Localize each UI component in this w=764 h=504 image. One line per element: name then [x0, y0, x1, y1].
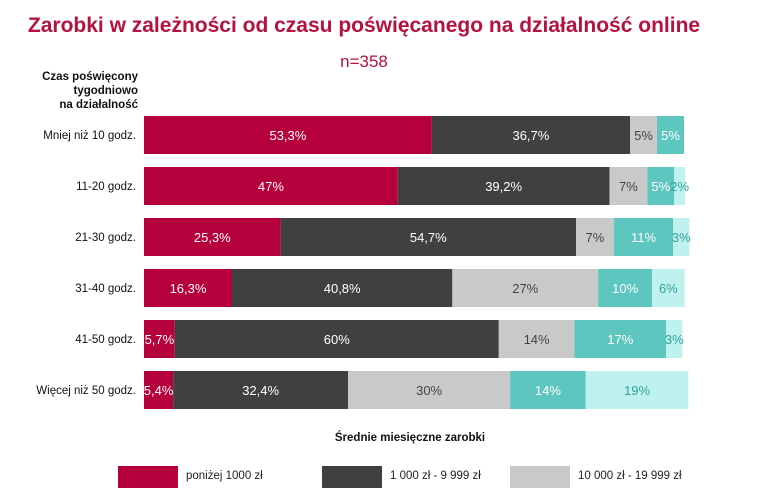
- bar-segment: [647, 167, 675, 205]
- category-label: 21-30 godz.: [75, 232, 136, 244]
- bar-segment: [232, 269, 453, 307]
- bar-segment: [609, 167, 648, 205]
- bar-segment: [144, 371, 174, 409]
- bar-segment: [144, 320, 175, 358]
- data-label: 39,2%: [485, 179, 522, 194]
- data-label: 5%: [661, 128, 680, 143]
- bar-segment: [144, 218, 281, 256]
- data-label: 6%: [659, 281, 678, 296]
- bar-segment: [173, 371, 349, 409]
- data-label: 53,3%: [269, 128, 306, 143]
- legend-swatch-10000-19999: [510, 466, 570, 488]
- y-axis-title: Czas poświęcony tygodniowo na działalnoś…: [0, 70, 138, 112]
- legend-title: Średnie miesięczne zarobki: [334, 432, 486, 444]
- data-label: 27%: [512, 281, 538, 296]
- bar-segment: [585, 371, 689, 409]
- bar-segment: [498, 320, 575, 358]
- legend-label-below-1000: poniżej 1000 zł: [186, 470, 263, 482]
- bar-segment: [666, 320, 683, 358]
- category-label: Więcej niż 50 godz.: [36, 385, 136, 397]
- category-label: Mniej niż 10 godz.: [43, 130, 136, 142]
- category-label: 41-50 godz.: [75, 334, 136, 346]
- data-label: 32,4%: [242, 383, 279, 398]
- data-label: 3%: [665, 332, 684, 347]
- bar-segment: [673, 218, 690, 256]
- bar-segment: [510, 371, 586, 409]
- y-axis-title-line-1: Czas poświęcony: [42, 71, 138, 83]
- data-label: 36,7%: [512, 128, 549, 143]
- bar-segment: [630, 116, 657, 154]
- category-label: 11-20 godz.: [76, 181, 136, 193]
- bar-segment: [452, 269, 599, 307]
- legend-swatch-below-1000: [118, 466, 178, 488]
- data-label: 11%: [631, 230, 656, 245]
- chart-title: Zarobki w zależności od czasu poświęcane…: [27, 14, 701, 37]
- chart-subtitle: n=358: [340, 52, 388, 71]
- y-axis-title-line-2: tygodniowo: [73, 85, 138, 97]
- data-label: 5%: [634, 128, 653, 143]
- bar-segment: [431, 116, 630, 154]
- data-label: 17%: [607, 332, 633, 347]
- data-label: 54,7%: [410, 230, 447, 245]
- bar-segment: [144, 269, 233, 307]
- bar-segment: [397, 167, 610, 205]
- bar-segment: [280, 218, 576, 256]
- bar-segment: [574, 320, 667, 358]
- bar-segment: [144, 167, 398, 205]
- bar-segment: [598, 269, 653, 307]
- data-label: 5%: [651, 179, 670, 194]
- legend-label-1000-9999: 1 000 zł - 9 999 zł: [390, 470, 481, 482]
- data-label: 3%: [672, 230, 691, 245]
- data-label: 7%: [586, 230, 605, 245]
- data-label: 14%: [535, 383, 561, 398]
- category-label: 31-40 godz.: [75, 283, 136, 295]
- bar-segment: [652, 269, 685, 307]
- data-label: 60%: [324, 332, 350, 347]
- data-label: 14%: [524, 332, 550, 347]
- bar-segment: [348, 371, 511, 409]
- y-axis-title-line-3: na działalność: [59, 99, 138, 111]
- bar-segment: [674, 167, 686, 205]
- data-label: 25,3%: [194, 230, 231, 245]
- data-label: 7%: [619, 179, 638, 194]
- data-label: 5,4%: [144, 383, 174, 398]
- data-label: 30%: [416, 383, 442, 398]
- data-label: 40,8%: [324, 281, 361, 296]
- data-label: 10%: [612, 281, 638, 296]
- bar-segment: [174, 320, 499, 358]
- legend-label-10000-19999: 10 000 zł - 19 999 zł: [578, 470, 682, 482]
- data-label: 19%: [624, 383, 650, 398]
- bar-segment: [144, 116, 432, 154]
- bar-segment: [576, 218, 614, 256]
- stacked-bar-chart: Mniej niż 10 godz. 53,3% 36,7% 5% 5% 11-20 go…: [36, 116, 691, 409]
- data-label: 5,7%: [145, 332, 175, 347]
- bar-segment: [657, 116, 684, 154]
- data-label: 47%: [258, 179, 284, 194]
- legend-swatch-1000-9999: [322, 466, 382, 488]
- bar-segment: [613, 218, 674, 256]
- data-label: 16,3%: [170, 281, 207, 296]
- data-label: 2%: [670, 179, 689, 194]
